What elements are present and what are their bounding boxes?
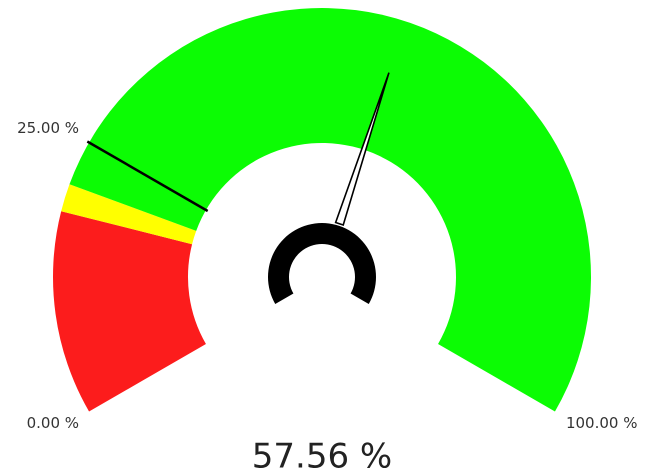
value-label: 57.56 % — [252, 437, 392, 475]
tick-label: 0.00 % — [27, 414, 79, 432]
needle-hub — [268, 223, 376, 304]
gauge-band — [69, 7, 592, 412]
needle — [334, 72, 390, 227]
gauge-band — [52, 211, 206, 412]
gauge-band — [61, 184, 197, 245]
target-marker — [86, 140, 209, 213]
tick-label: 100.00 % — [566, 414, 638, 432]
tick-label: 25.00 % — [17, 119, 79, 137]
